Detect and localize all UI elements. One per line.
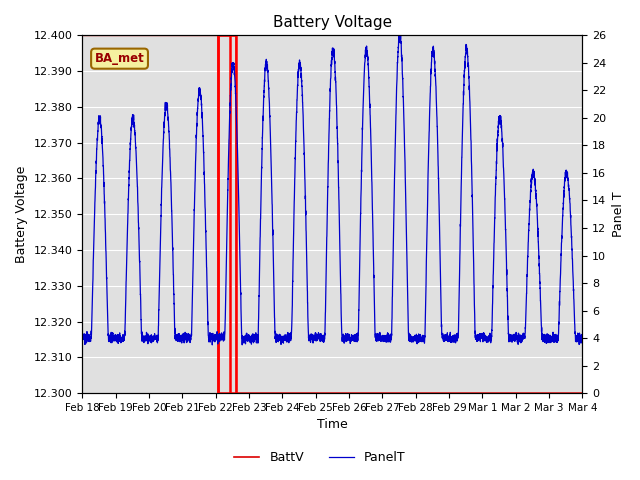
PanelT (378, 335, 386, 340)
Bar (218, 36, 236, 393)
Line: PanelT: PanelT (82, 36, 582, 345)
PanelT (490, 255, 497, 261)
PanelT (169, 259, 177, 264)
PanelT (269, 256, 277, 262)
PanelT (579, 336, 586, 342)
PanelT (404, 302, 412, 308)
BattV (78, 33, 86, 38)
Text: BA_met: BA_met (95, 52, 145, 65)
BattV (232, 390, 240, 396)
Y-axis label: Panel T: Panel T (612, 192, 625, 237)
PanelT (209, 342, 216, 348)
PanelT (452, 333, 460, 338)
Legend: BattV, PanelT: BattV, PanelT (229, 446, 411, 469)
BattV (452, 390, 460, 396)
BattV (378, 390, 386, 396)
PanelT (396, 33, 403, 38)
Y-axis label: Battery Voltage: Battery Voltage (15, 166, 28, 263)
BattV (169, 33, 177, 38)
BattV (269, 390, 277, 396)
Title: Battery Voltage: Battery Voltage (273, 15, 392, 30)
BattV (404, 390, 412, 396)
Line: BattV: BattV (82, 36, 582, 393)
X-axis label: Time: Time (317, 419, 348, 432)
PanelT (78, 339, 86, 345)
BattV (579, 390, 586, 396)
BattV (490, 390, 497, 396)
